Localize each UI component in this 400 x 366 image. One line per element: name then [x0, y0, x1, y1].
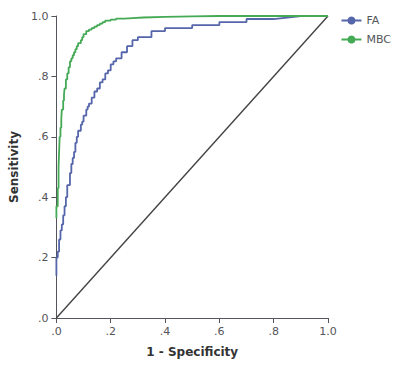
svg-text:.0: .0 — [51, 325, 62, 338]
svg-text:.2: .2 — [38, 251, 49, 264]
svg-text:MBC: MBC — [366, 33, 391, 46]
svg-text:.6: .6 — [214, 325, 225, 338]
svg-text:Sensitivity: Sensitivity — [7, 131, 21, 203]
svg-text:.0: .0 — [38, 312, 49, 325]
svg-text:1 - Specificity: 1 - Specificity — [146, 345, 238, 359]
svg-text:.8: .8 — [268, 325, 279, 338]
svg-text:.4: .4 — [38, 191, 49, 204]
svg-text:1.0: 1.0 — [31, 10, 49, 23]
svg-text:.4: .4 — [160, 325, 171, 338]
svg-text:FA: FA — [366, 14, 379, 27]
svg-text:.6: .6 — [38, 130, 49, 143]
svg-text:.2: .2 — [105, 325, 116, 338]
svg-text:.8: .8 — [38, 70, 49, 83]
svg-text:1.0: 1.0 — [319, 325, 337, 338]
